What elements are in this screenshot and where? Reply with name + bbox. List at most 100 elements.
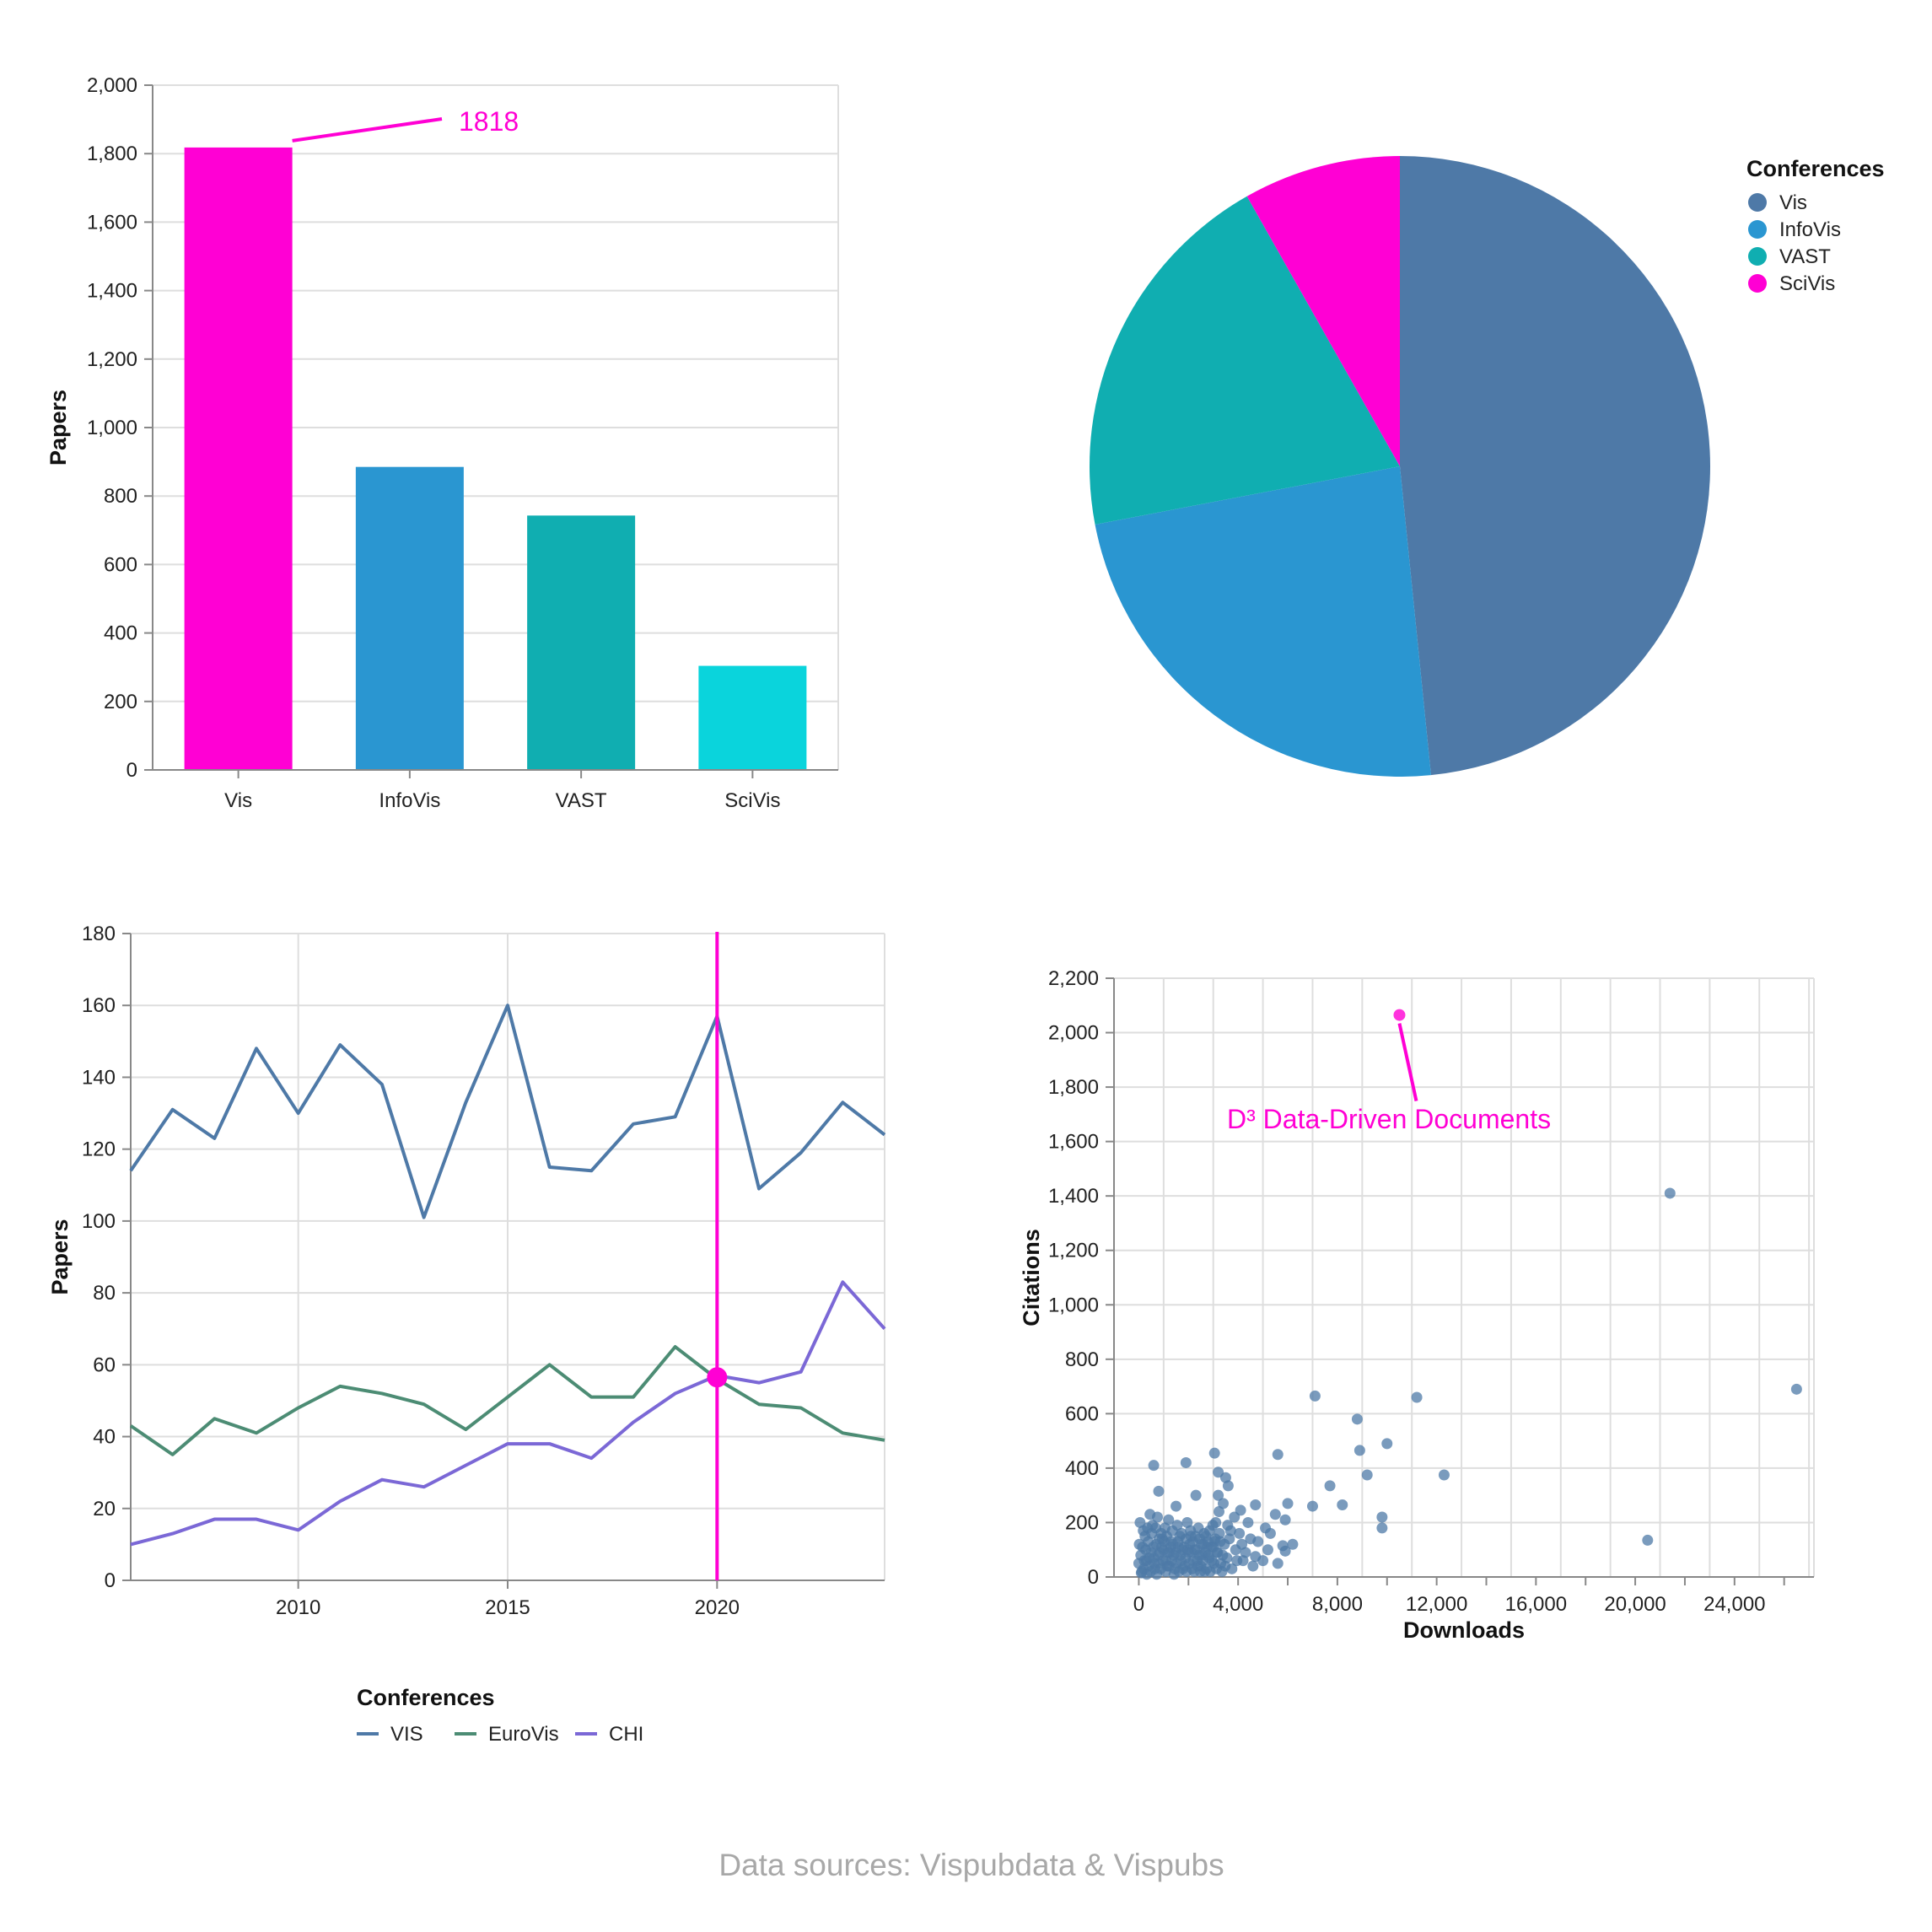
scatter-point <box>1252 1536 1264 1547</box>
scatter-point <box>1219 1560 1231 1572</box>
bar-y-tick-label: 600 <box>104 553 137 576</box>
scatter-point <box>1438 1469 1450 1481</box>
line-highlight-point <box>707 1367 728 1388</box>
scatter-point <box>1171 1520 1183 1531</box>
bar-annotation-leader <box>292 117 443 143</box>
scatter-point <box>1138 1525 1149 1536</box>
scatter-point <box>1214 1536 1226 1547</box>
scatter-y-tick-label: 1,800 <box>1048 1076 1099 1099</box>
line-y-tick-label: 80 <box>93 1282 116 1305</box>
scatter-x-tick-label: 4,000 <box>1213 1593 1263 1616</box>
scatter-point <box>1236 1538 1248 1550</box>
scatter-point <box>1217 1549 1229 1561</box>
scatter-point <box>1218 1498 1230 1510</box>
scatter-point <box>1231 1555 1243 1567</box>
line-legend-label: EuroVis <box>488 1723 559 1746</box>
line-series-eurovis <box>129 1345 885 1456</box>
scatter-point <box>1208 1447 1220 1459</box>
line-y-tick-label: 160 <box>82 994 116 1017</box>
bar-y-tick-label: 1,200 <box>87 348 137 371</box>
scatter-y-tick-label: 600 <box>1065 1402 1099 1425</box>
scatter-point <box>1183 1558 1195 1569</box>
line-x-tick-label: 2020 <box>695 1596 740 1619</box>
bar-y-tick-label: 0 <box>126 759 137 782</box>
scatter-y-tick-label: 800 <box>1065 1348 1099 1371</box>
scatter-point <box>1190 1489 1202 1501</box>
bar-y-tick-label: 1,800 <box>87 143 137 165</box>
scatter-point <box>1337 1499 1348 1510</box>
pie-legend-label: VAST <box>1779 245 1831 268</box>
bar-y-tick-label: 800 <box>104 485 137 508</box>
scatter-y-tick-label: 200 <box>1065 1511 1099 1534</box>
line-y-tick-label: 140 <box>82 1066 116 1089</box>
line-x-tick-label: 2010 <box>276 1596 320 1619</box>
scatter-point <box>1279 1545 1291 1557</box>
scatter-point <box>1351 1413 1363 1425</box>
line-legend-title: Conferences <box>357 1685 495 1710</box>
pie-chart: Conferences Vis InfoVis VAST SciVis <box>1090 156 1885 777</box>
line-legend-label: VIS <box>390 1723 423 1746</box>
scatter-y-tick-label: 1,000 <box>1048 1294 1099 1316</box>
bar-infovis <box>355 466 464 770</box>
line-series-vis <box>129 1004 886 1219</box>
scatter-point <box>1240 1547 1251 1558</box>
scatter-point <box>1279 1514 1291 1526</box>
scatter-annotation-leader <box>1397 1023 1418 1101</box>
scatter-point <box>1272 1449 1284 1461</box>
scatter-x-tick-label: 0 <box>1133 1593 1144 1616</box>
pie-legend-label: SciVis <box>1779 272 1835 295</box>
line-chart: 0 20 40 60 80 100 120 140 160 180 2010 2015 2020 Pape… <box>47 923 886 1746</box>
scatter-x-tick-label: 20,000 <box>1604 1593 1666 1616</box>
scatter-point <box>1269 1509 1281 1520</box>
scatter-point <box>1324 1480 1336 1492</box>
scatter-x-tick-label: 16,000 <box>1505 1593 1567 1616</box>
pie-legend-swatch <box>1748 247 1767 266</box>
scatter-x-axis-title: Downloads <box>1403 1617 1525 1643</box>
bar-y-axis-title: Papers <box>46 390 71 466</box>
line-x-tick-label: 2015 <box>485 1596 530 1619</box>
scatter-y-axis-title: Citations <box>1019 1229 1044 1327</box>
bar-y-tick-label: 200 <box>104 691 137 713</box>
line-y-axis-title: Papers <box>47 1219 73 1294</box>
scatter-point <box>1257 1555 1269 1567</box>
bar-vis <box>184 147 293 771</box>
bar-y-tick-label: 2,000 <box>87 74 137 97</box>
scatter-point <box>1213 1489 1224 1501</box>
scatter-point <box>1214 1506 1224 1518</box>
scatter-point <box>1306 1500 1318 1512</box>
scatter-point <box>1790 1383 1802 1395</box>
scatter-x-tick-label: 12,000 <box>1406 1593 1467 1616</box>
scatter-point <box>1381 1438 1393 1450</box>
pie-slice-vis <box>1400 156 1711 776</box>
scatter-point <box>1190 1531 1202 1542</box>
pie-legend-swatch <box>1748 274 1767 293</box>
pie-legend-label: Vis <box>1779 191 1807 214</box>
line-y-tick-label: 0 <box>105 1569 116 1592</box>
line-legend-label: CHI <box>609 1723 643 1746</box>
scatter-y-tick-label: 1,600 <box>1048 1131 1099 1154</box>
line-y-tick-label: 120 <box>82 1138 116 1161</box>
bar-scivis <box>698 665 807 770</box>
line-series-chi <box>130 1280 886 1547</box>
pie-slice-vast <box>1090 196 1400 525</box>
bar-y-tick-label: 400 <box>104 622 137 645</box>
scatter-point <box>1234 1527 1246 1539</box>
scatter-y-tick-label: 1,200 <box>1048 1240 1099 1262</box>
scatter-x-tick-label: 24,000 <box>1703 1593 1765 1616</box>
line-y-tick-label: 60 <box>93 1353 116 1376</box>
scatter-point <box>1153 1485 1165 1497</box>
scatter-point <box>1148 1460 1160 1472</box>
scatter-point <box>1264 1527 1276 1539</box>
scatter-x-tick-label: 8,000 <box>1312 1593 1363 1616</box>
pie-slice-infovis <box>1095 466 1431 777</box>
scatter-point <box>1664 1187 1676 1199</box>
scatter-point <box>1262 1544 1273 1556</box>
pie-legend-swatch <box>1748 193 1767 212</box>
pie-legend-label: InfoVis <box>1779 218 1841 241</box>
line-y-tick-label: 40 <box>93 1426 116 1449</box>
scatter-point <box>1282 1498 1294 1510</box>
scatter-y-tick-label: 0 <box>1088 1566 1099 1589</box>
bar-vast <box>527 515 636 770</box>
bar-x-tick-label: InfoVis <box>379 789 440 812</box>
